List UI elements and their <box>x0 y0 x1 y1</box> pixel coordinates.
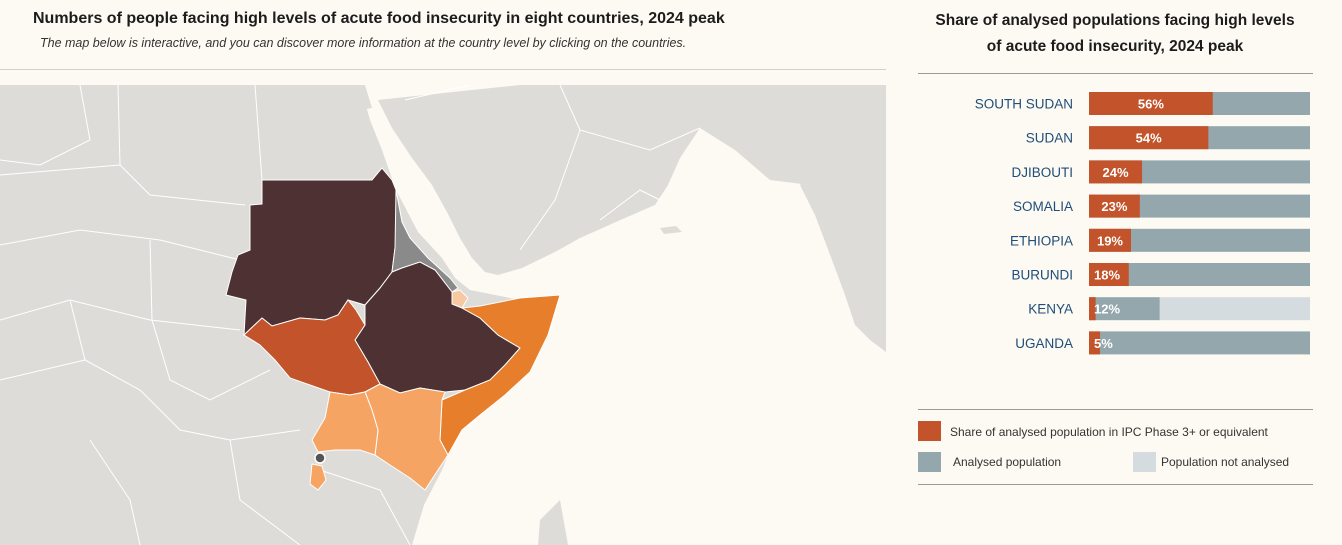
bar-not-analysed-kenya <box>1159 297 1310 321</box>
category-label-uganda: UGANDA <box>1015 336 1073 351</box>
bar-ipc3-kenya <box>1089 297 1096 321</box>
legend-top-rule <box>918 409 1313 410</box>
land-sinai <box>345 85 372 110</box>
category-label-kenya: KENYA <box>1028 302 1073 317</box>
chart-title-line2: of acute food insecurity, 2024 peak <box>986 38 1244 55</box>
category-label-somalia: SOMALIA <box>1013 199 1073 214</box>
legend-swatch-analysed <box>918 452 941 472</box>
category-label-sudan: SUDAN <box>1026 131 1073 146</box>
chart-title: Share of analysed populations facing hig… <box>918 8 1312 60</box>
land-madagascar-edge <box>538 500 568 545</box>
bar-analysed-somalia <box>1089 194 1310 218</box>
legend-bottom-rule <box>918 484 1313 485</box>
country-burundi[interactable] <box>309 463 327 491</box>
value-label-uganda: 5% <box>1094 336 1113 351</box>
bar-analysed-burundi <box>1089 263 1310 286</box>
land-socotra <box>660 226 682 234</box>
bar-ipc3-ethiopia <box>1089 228 1131 252</box>
bar-analysed-ethiopia <box>1089 228 1310 252</box>
bar-analysed-kenya <box>1089 297 1160 321</box>
value-label-kenya: 12% <box>1094 302 1120 317</box>
bar-ipc3-burundi <box>1089 263 1129 286</box>
land-india <box>800 85 886 352</box>
country-uganda[interactable] <box>311 391 379 456</box>
map-title: Numbers of people facing high levels of … <box>33 10 725 27</box>
value-label-somalia: 23% <box>1101 199 1127 214</box>
category-label-south-sudan: SOUTH SUDAN <box>975 97 1073 112</box>
value-label-djibouti: 24% <box>1103 165 1129 180</box>
bar-analysed-uganda <box>1089 331 1310 355</box>
legend-swatch-not-analysed <box>1133 452 1156 472</box>
land-arabia <box>378 85 886 275</box>
value-label-burundi: 18% <box>1094 268 1120 283</box>
value-label-sudan: 54% <box>1136 131 1162 146</box>
map-subtitle: The map below is interactive, and you ca… <box>40 36 687 50</box>
chart-top-rule <box>918 73 1313 74</box>
food-insecurity-map[interactable] <box>0 85 886 545</box>
legend-label-not-analysed: Population not analysed <box>1161 455 1290 469</box>
value-label-south-sudan: 56% <box>1138 97 1164 112</box>
legend-label-analysed: Analysed population <box>953 455 1062 469</box>
country-borders <box>0 85 701 545</box>
legend-swatch-ipc3 <box>918 421 941 441</box>
country-south-sudan[interactable] <box>243 299 381 396</box>
category-label-burundi: BURUNDI <box>1011 268 1073 283</box>
bar-ipc3-djibouti <box>1089 160 1143 184</box>
bar-ipc3-uganda <box>1089 331 1101 355</box>
bar-chart: SOUTH SUDAN 56% SUDAN 54% DJIBOUTI 24% SOMALIA… <box>975 92 1310 355</box>
divider <box>0 69 886 70</box>
bar-ipc3-somalia <box>1089 194 1140 218</box>
bar-ipc3-south-sudan <box>1089 92 1213 115</box>
bar-analysed-djibouti <box>1089 160 1310 184</box>
bar-ipc3-sudan <box>1089 126 1209 150</box>
value-label-ethiopia: 19% <box>1097 233 1123 248</box>
rwanda-marker[interactable] <box>314 452 326 464</box>
chart-title-line1: Share of analysed populations facing hig… <box>935 12 1295 29</box>
category-label-djibouti: DJIBOUTI <box>1011 165 1073 180</box>
highlighted-countries[interactable] <box>225 167 561 491</box>
category-label-ethiopia: ETHIOPIA <box>1010 233 1073 248</box>
legend-label-ipc3: Share of analysed population in IPC Phas… <box>950 425 1268 439</box>
